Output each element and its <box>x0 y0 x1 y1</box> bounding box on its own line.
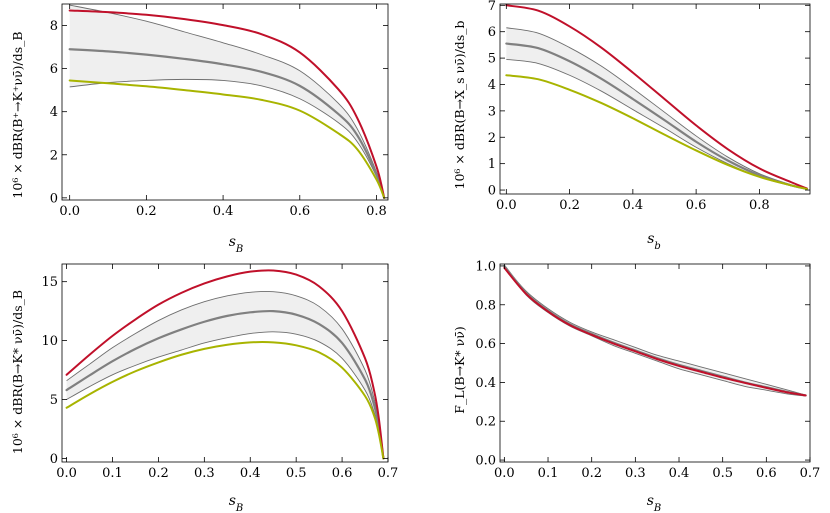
kplus-series-green <box>68 79 386 199</box>
fl-xtick-label: 0.6 <box>756 466 777 481</box>
kstar-band-lower-line <box>66 331 384 459</box>
fl-xlabel-main: s <box>647 493 654 509</box>
xs-ytick-label: 6 <box>488 25 496 40</box>
xs-xlabel: sb <box>647 231 661 252</box>
xs-ytick-label: 1 <box>488 157 496 172</box>
fl-ytick-label: 0.8 <box>475 298 496 313</box>
kstar-series-central <box>65 309 385 460</box>
fl-ytick-label: 0.0 <box>475 454 496 469</box>
fl-xtick-label: 0.3 <box>625 466 646 481</box>
kplus-ytick-label: 6 <box>50 62 58 77</box>
fl-ytick-label: 1.0 <box>475 259 496 274</box>
kplus-ytick-label: 0 <box>50 191 58 206</box>
panel-xs: 10⁶ × dBR(B→X_s νν̄)/ds_b 0.0 0.2 0.4 0.6 0.… <box>452 0 811 252</box>
xs-frame <box>499 3 811 195</box>
fl-ytick-label: 0.2 <box>475 415 496 430</box>
kstar-band-upper-line <box>66 290 384 459</box>
xs-ylabel: 10⁶ × dBR(B→X_s νν̄)/ds_b <box>452 21 467 190</box>
kplus-ytick-label: 8 <box>50 19 58 34</box>
xs-ytick-label: 7 <box>488 0 496 14</box>
xs-xtick-label: 0.0 <box>496 198 517 213</box>
xs-band-upper-line <box>506 27 807 190</box>
fl-ylabel: F_L(B→K* νν̄) <box>452 326 467 413</box>
kstar-xtick-label: 0.6 <box>332 466 353 481</box>
kstar-series-red <box>65 269 385 460</box>
kplus-plot: 0.0 0.2 0.4 0.6 0.8 0 2 4 6 8 <box>50 3 389 219</box>
kplus-xtick-label: 0.6 <box>289 204 310 219</box>
kstar-ytick-label: 0 <box>50 452 58 467</box>
kstar-series-green <box>65 341 385 460</box>
fl-xlabel-sub: B <box>653 503 661 513</box>
kstar-ytick-label: 15 <box>41 275 58 290</box>
kplus-frame <box>61 3 389 201</box>
kstar-xlabel-sub: B <box>235 503 243 513</box>
xs-ytick-label: 2 <box>488 131 496 146</box>
kplus-series-red <box>68 9 386 199</box>
fl-band-upper-line <box>504 265 806 396</box>
kstar-xtick-label: 0.3 <box>194 466 215 481</box>
fl-xtick-label: 0.2 <box>581 466 602 481</box>
fl-ytick-label: 0.6 <box>475 337 496 352</box>
xs-xtick-label: 0.8 <box>749 198 770 213</box>
fl-xtick-label: 0.0 <box>494 466 515 481</box>
kplus-xtick-label: 0.0 <box>59 204 80 219</box>
kplus-band-lower-line <box>69 78 385 198</box>
kplus-series-central <box>68 48 386 199</box>
kplus-xtick-label: 0.4 <box>213 204 234 219</box>
xs-ytick-label: 5 <box>488 52 496 67</box>
fl-series-central <box>503 264 807 397</box>
fl-frame <box>499 263 811 463</box>
kstar-xlabel-main: s <box>229 493 236 509</box>
kplus-xtick-label: 0.8 <box>366 204 387 219</box>
kstar-xtick-label: 0.4 <box>240 466 261 481</box>
xs-xtick-label: 0.6 <box>686 198 707 213</box>
fl-series-red <box>503 266 807 397</box>
kstar-ytick-label: 5 <box>50 393 58 408</box>
kstar-xtick-label: 0.1 <box>102 466 123 481</box>
kstar-frame <box>61 263 389 463</box>
panel-fl: F_L(B→K* νν̄) 0.0 0.1 0.2 0.3 0.4 0.5 0.6 0.70.… <box>452 259 820 513</box>
xs-xlabel-main: s <box>647 231 654 247</box>
fl-band-fill <box>504 265 806 396</box>
kstar-ytick-label: 10 <box>41 334 58 349</box>
fl-xlabel: sB <box>647 493 662 513</box>
fl-xtick-label: 0.5 <box>712 466 733 481</box>
fl-plot: 0.0 0.1 0.2 0.3 0.4 0.5 0.6 0.7 0.0 0.2 0.4 0.6 0.8 1… <box>475 259 820 481</box>
kstar-xlabel: sB <box>229 493 244 513</box>
kplus-ytick-label: 4 <box>50 105 58 120</box>
fl-band-lower-line <box>504 265 806 397</box>
fl-xtick-label: 0.7 <box>800 466 821 481</box>
xs-xtick-label: 0.2 <box>559 198 580 213</box>
panel-kstar: 10⁶ × dBR(B→K* νν̄)/ds_B 0.0 0.1 0.2 0.3 0.4… <box>10 263 399 513</box>
kplus-band-fill <box>69 5 385 198</box>
xs-series-green <box>505 74 808 190</box>
kplus-band-upper-line <box>69 4 385 198</box>
kstar-xtick-label: 0.5 <box>286 466 307 481</box>
kstar-band-fill <box>66 291 384 459</box>
kplus-xlabel: sB <box>229 234 244 255</box>
xs-ytick-label: 4 <box>488 78 496 93</box>
kplus-xlabel-main: s <box>229 234 236 250</box>
xs-xtick-label: 0.4 <box>623 198 644 213</box>
kstar-plot: 0.0 0.1 0.2 0.3 0.4 0.5 0.6 0.7 0 5 10 15 <box>41 263 399 481</box>
xs-xlabel-sub: b <box>654 241 660 252</box>
fl-xtick-label: 0.4 <box>669 466 690 481</box>
xs-ytick-label: 0 <box>488 184 496 199</box>
xs-series-red <box>505 4 808 190</box>
kplus-xtick-label: 0.2 <box>136 204 157 219</box>
xs-plot: 0.0 0.2 0.4 0.6 0.8 0 1 2 3 4 5 6 7 <box>488 0 811 213</box>
fl-ytick-label: 0.4 <box>475 376 496 391</box>
kstar-xtick-label: 0.7 <box>378 466 399 481</box>
kplus-xlabel-sub: B <box>235 244 243 255</box>
kstar-xtick-label: 0.2 <box>148 466 169 481</box>
kstar-ylabel: 10⁶ × dBR(B→K* νν̄)/ds_B <box>10 290 25 454</box>
kplus-ylabel: 10⁶ × dBR(B⁺→K⁺νν̄)/ds_B <box>10 31 25 198</box>
panel-kplus: 10⁶ × dBR(B⁺→K⁺νν̄)/ds_B 0.0 0.2 0.4 0.6 0.8… <box>10 3 389 255</box>
fl-xtick-label: 0.1 <box>538 466 559 481</box>
kplus-ytick-label: 2 <box>50 148 58 163</box>
kstar-xtick-label: 0.0 <box>56 466 77 481</box>
xs-ytick-label: 3 <box>488 104 496 119</box>
